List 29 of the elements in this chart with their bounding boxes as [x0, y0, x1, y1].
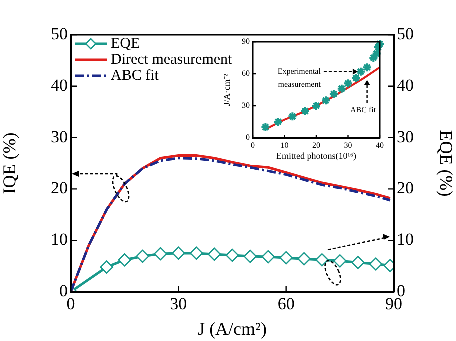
- y2-tick-label: 20: [397, 178, 414, 198]
- annotation: ABC fit: [350, 105, 377, 114]
- x-tick-label: 60: [278, 294, 295, 314]
- y-tick-label: 20: [51, 178, 68, 198]
- legend-label: EQE: [111, 36, 140, 52]
- y-tick-label: 90: [242, 37, 250, 46]
- y-tick-label: 0: [60, 281, 68, 300]
- y-tick-label: 0: [246, 133, 250, 142]
- y-tick-label: 30: [242, 101, 250, 110]
- y-axis-title: IQE (%): [0, 132, 20, 194]
- y2-tick-label: 10: [397, 230, 414, 250]
- legend-label: Direct measurement: [111, 52, 234, 68]
- y-axis-title: J/A·cm⁻²: [222, 74, 232, 106]
- x-axis-title: J (A/cm²): [198, 318, 267, 339]
- y-tick-label: 50: [51, 24, 68, 44]
- y2-tick-label: 50: [397, 24, 414, 44]
- y2-tick-label: 40: [397, 76, 414, 95]
- x-tick-label: 30: [344, 140, 352, 150]
- x-tick-label: 40: [376, 140, 384, 150]
- y-tick-label: 40: [51, 76, 68, 95]
- y-tick-label: 60: [242, 69, 250, 78]
- annotation: Experimental measurement: [278, 66, 322, 89]
- y-tick-label: 10: [51, 230, 68, 250]
- y2-axis-title: EQE (%): [436, 130, 456, 197]
- legend-label: ABC fit: [111, 68, 160, 84]
- x-tick-label: 10: [280, 140, 289, 150]
- x-tick-label: 20: [312, 140, 320, 150]
- x-tick-label: 30: [170, 294, 188, 314]
- x-axis-title: Emitted photons(10¹⁶): [276, 150, 357, 161]
